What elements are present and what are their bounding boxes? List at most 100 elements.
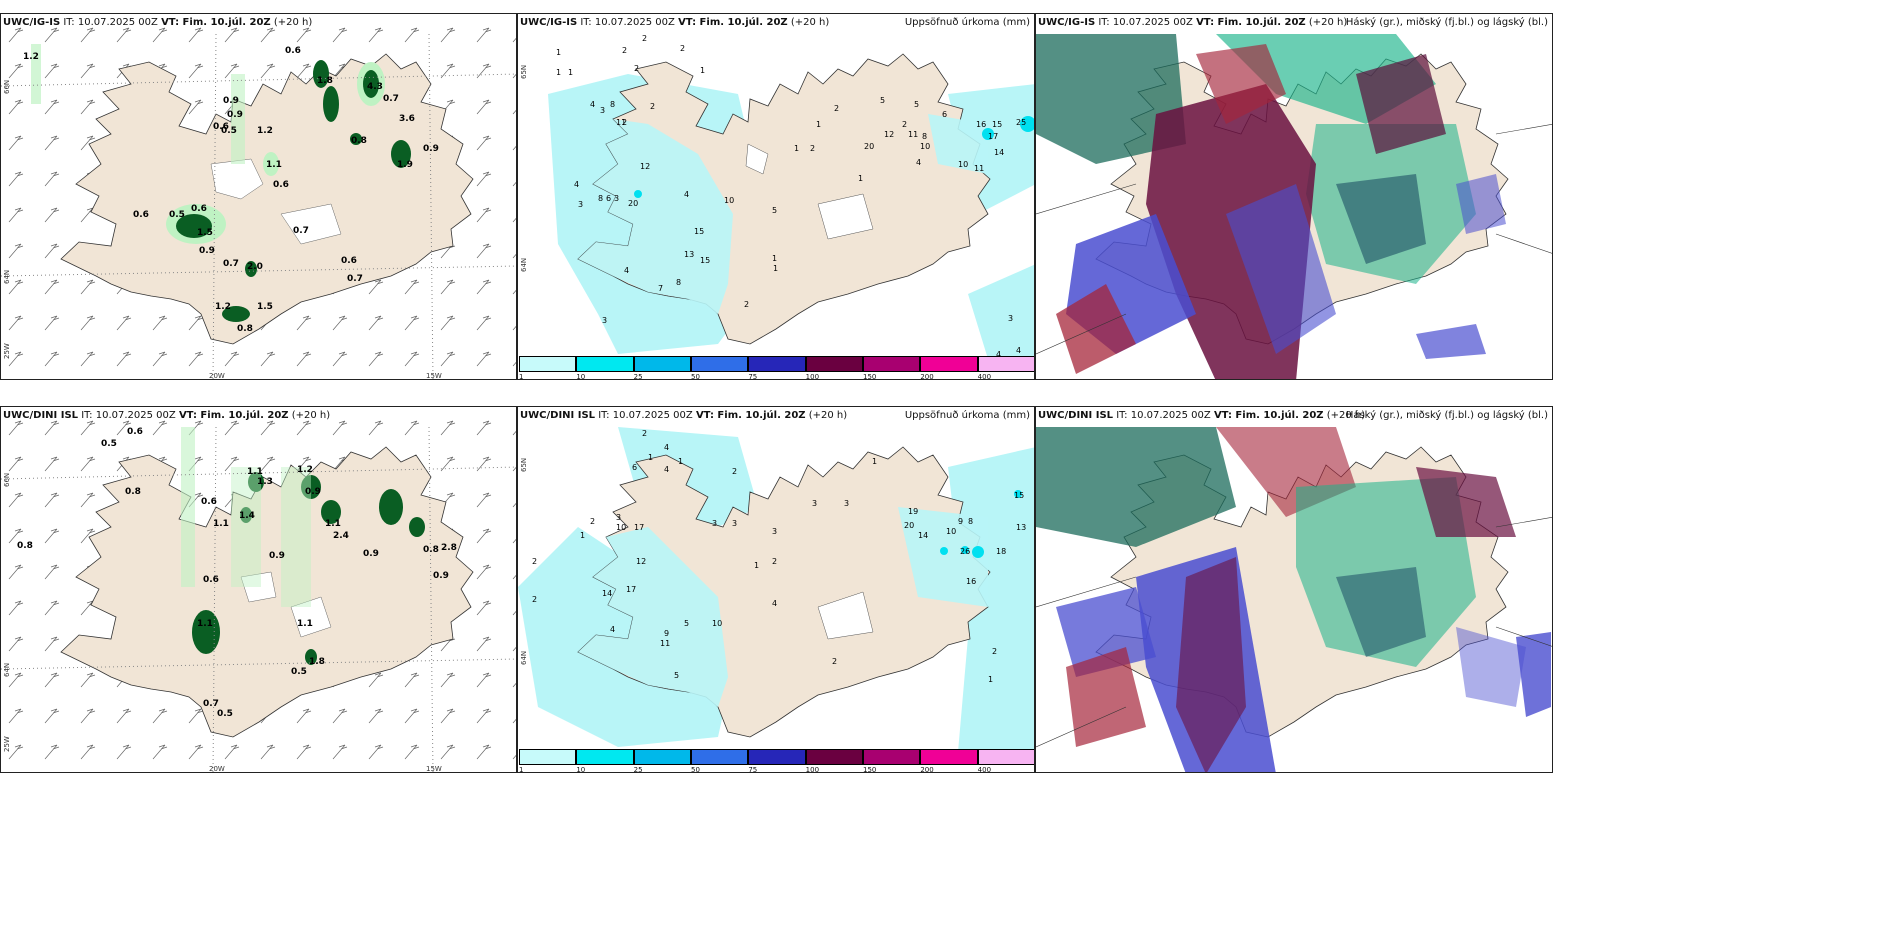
colorbar-tick: 100	[805, 766, 820, 773]
precip-value: 2	[992, 647, 998, 656]
colorbar-swatch	[576, 749, 634, 765]
colorbar-swatch	[863, 749, 921, 765]
precip-value: 3	[1008, 314, 1014, 323]
precip-map-panel-dini: UWC/DINI ISL IT: 10.07.2025 00Z VT: Fim.…	[517, 406, 1035, 773]
precip-value: 8	[968, 517, 974, 526]
precip-map-panel-ig: UWC/IG-IS IT: 10.07.2025 00Z VT: Fim. 10…	[517, 13, 1035, 380]
wind-value: 0.6	[191, 204, 207, 214]
precip-value: 2	[622, 118, 628, 127]
wind-value: 0.9	[223, 96, 239, 106]
precip-value: 16	[976, 120, 987, 129]
colorbar-tick: 75	[748, 373, 758, 380]
precip-value: 6	[942, 110, 948, 119]
wind-value: 0.9	[423, 144, 439, 154]
precip-value: 2	[732, 467, 738, 476]
wind-value: 0.7	[293, 226, 309, 236]
wind-value: 0.9	[199, 246, 215, 256]
precip-value: 2	[634, 64, 640, 73]
wind-value: 1.8	[309, 657, 325, 667]
cloud-map-panel-ig: UWC/IG-IS IT: 10.07.2025 00Z VT: Fim. 10…	[1035, 13, 1553, 380]
wind-value: 0.9	[305, 487, 321, 497]
wind-value: 1.1	[247, 467, 263, 477]
precip-value: 13	[1016, 523, 1027, 532]
lon-label: 20W	[209, 372, 225, 380]
precip-value: 10	[724, 196, 735, 205]
wind-map-ig	[1, 14, 516, 379]
wind-value: 1.2	[215, 302, 231, 312]
wind-value: 1.1	[325, 519, 341, 529]
lon-label: 15W	[426, 372, 442, 380]
precip-value: 2	[810, 144, 816, 153]
precip-value: 1	[556, 48, 562, 57]
precip-value: 8	[676, 278, 682, 287]
precip-value: 10	[712, 619, 723, 628]
wind-value: 1.1	[297, 619, 313, 629]
colorbar-tick: 25	[633, 766, 643, 773]
lat-label: 65N	[520, 64, 528, 79]
precip-value: 5	[684, 619, 690, 628]
precip-value: 1	[754, 561, 760, 570]
colorbar-tick: 150	[863, 766, 877, 773]
colorbar-swatch	[748, 749, 806, 765]
precip-value: 10	[920, 142, 931, 151]
precip-value: 26	[960, 547, 971, 556]
wind-value: 0.7	[383, 94, 399, 104]
precip-value: 8	[598, 194, 604, 203]
precip-value: 9	[958, 517, 964, 526]
wind-value: 2.8	[441, 543, 457, 553]
wind-value: 0.6	[285, 46, 301, 56]
precip-value: 1	[568, 68, 574, 77]
wind-value: 0.6	[201, 497, 217, 507]
precip-value: 1	[858, 174, 864, 183]
precip-value: 2	[650, 102, 656, 111]
wind-value: 0.5	[291, 667, 307, 677]
wind-value: 0.7	[223, 259, 239, 269]
wind-value: 0.5	[221, 126, 237, 136]
precip-value: 1	[773, 264, 779, 273]
precip-value: 3	[578, 200, 584, 209]
lat-label: 64N	[520, 650, 528, 665]
precip-value: 1	[678, 457, 684, 466]
precip-value: 12	[640, 162, 651, 171]
precip-value: 12	[636, 557, 647, 566]
colorbar-tick: 400	[977, 766, 992, 773]
precip-value: 3	[812, 499, 818, 508]
precip-value: 20	[628, 199, 639, 208]
lat-label: 66N	[3, 472, 11, 487]
wind-value: 1.2	[23, 52, 39, 62]
colorbar-tick: 200	[920, 373, 934, 380]
precip-value: 14	[994, 148, 1005, 157]
colorbar-tick: 50	[691, 766, 700, 773]
precip-value: 2	[744, 300, 750, 309]
cloud-map-dini	[1036, 407, 1552, 772]
colorbar-tick: 25	[633, 373, 643, 380]
precip-value: 4	[610, 625, 616, 634]
precip-value: 5	[772, 206, 778, 215]
wind-map-panel-dini: UWC/DINI ISL IT: 10.07.2025 00Z VT: Fim.…	[0, 406, 517, 773]
wind-value: 1.8	[317, 76, 333, 86]
colorbar-tick: 400	[977, 373, 992, 380]
colorbar-tick: 1	[519, 766, 524, 773]
precip-value: 3	[602, 316, 608, 325]
colorbar-swatch	[920, 749, 978, 765]
wind-value: 0.6	[213, 122, 229, 132]
precip-value: 11	[660, 639, 671, 648]
precip-value: 4	[664, 465, 670, 474]
precip-value: 4	[916, 158, 922, 167]
wind-value: 0.8	[351, 136, 367, 146]
precip-value: 11	[616, 118, 627, 127]
precip-value: 20	[864, 142, 875, 151]
precip-value: 4	[664, 443, 670, 452]
wind-value: 1.2	[297, 465, 313, 475]
wind-value: 0.5	[101, 439, 117, 449]
precip-title: Uppsöfnuð úrkoma (mm)	[904, 17, 1030, 28]
cloud-map-panel-dini: UWC/DINI ISL IT: 10.07.2025 00Z VT: Fim.…	[1035, 406, 1553, 773]
lon-label: 15W	[426, 765, 442, 773]
wind-value: 1.1	[197, 619, 213, 629]
lon-label: 20W	[209, 765, 225, 773]
wind-value: 0.9	[363, 549, 379, 559]
precip-value: 10	[958, 160, 969, 169]
colorbar-swatch	[977, 356, 1034, 372]
precip-value: 9	[664, 629, 670, 638]
precip-value: 1	[988, 675, 994, 684]
